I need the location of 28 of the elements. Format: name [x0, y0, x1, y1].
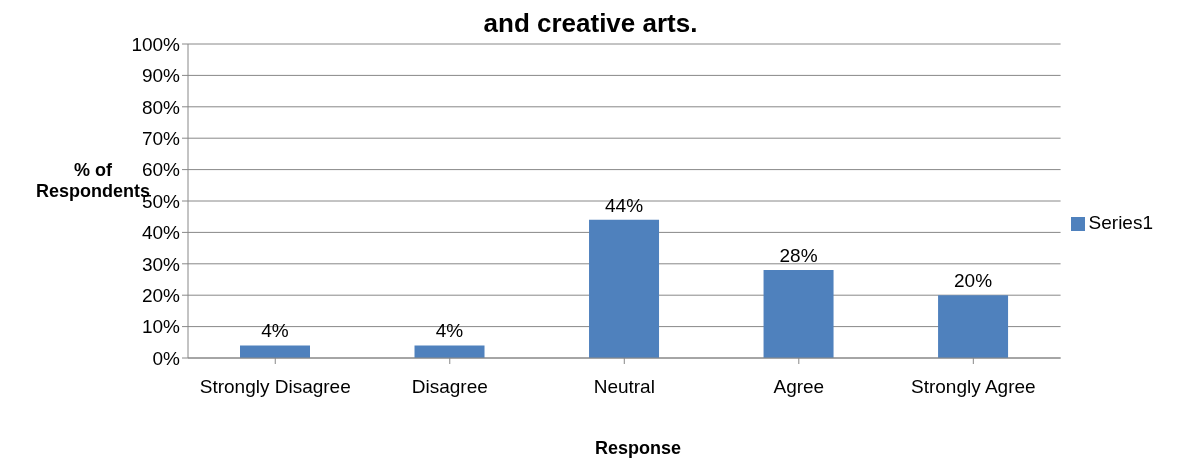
data-label: 20% [954, 270, 993, 292]
x-axis-title: Response [594, 438, 682, 459]
data-label: 4% [435, 320, 464, 342]
chart-title: and creative arts. [483, 8, 698, 38]
data-label: 28% [779, 245, 818, 267]
x-tick-label: Strongly Agree [911, 376, 1036, 398]
y-tick-label: 0% [152, 347, 181, 369]
y-tick-label: 80% [141, 96, 181, 118]
y-tick-label: 30% [141, 253, 181, 275]
x-tick-label: Agree [773, 376, 825, 398]
y-tick-label: 100% [131, 33, 181, 55]
x-tick-label: Strongly Disagree [199, 376, 351, 398]
bar [589, 219, 660, 358]
x-tick-label: Neutral [593, 376, 655, 398]
y-tick-label: 10% [141, 316, 181, 338]
data-label: 44% [605, 194, 644, 216]
data-label: 4% [261, 320, 289, 342]
y-tick-label: 60% [141, 159, 181, 181]
bar [414, 345, 485, 358]
x-tick-label: Disagree [411, 376, 488, 398]
legend-label: Series1 [1088, 212, 1153, 233]
y-tick-label: 40% [141, 222, 181, 244]
bar [938, 295, 1009, 358]
y-tick-label: 70% [141, 127, 181, 149]
bar [240, 345, 310, 358]
y-tick-label: 20% [141, 284, 181, 306]
bar [763, 270, 834, 358]
y-tick-label: 90% [141, 65, 181, 87]
